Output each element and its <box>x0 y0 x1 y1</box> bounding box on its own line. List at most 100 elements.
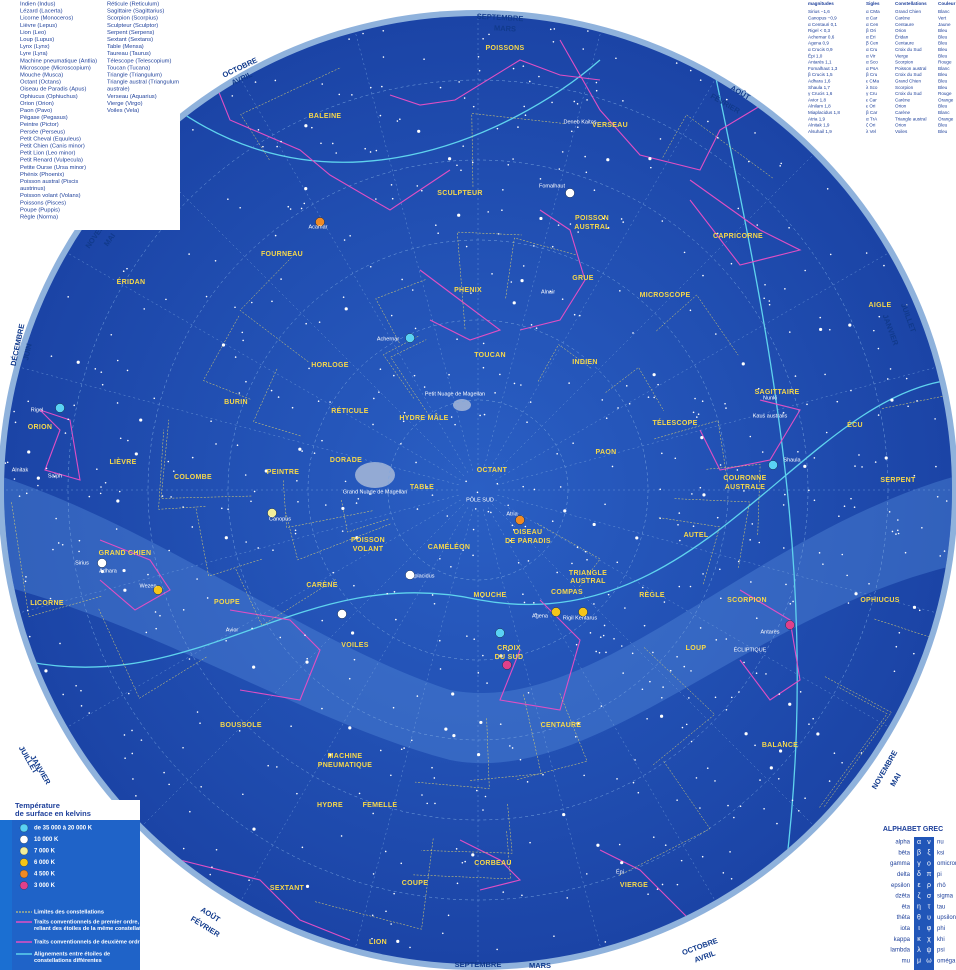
bright-star <box>551 607 561 617</box>
star <box>206 597 209 599</box>
constellation-name: BOUSSOLE <box>220 722 262 729</box>
line <box>419 269 502 341</box>
star <box>607 226 610 229</box>
greek-letter: ι <box>918 925 920 932</box>
star <box>604 503 606 506</box>
constellation-name: PHENIX <box>454 287 482 294</box>
greek-letter: κ <box>917 936 921 943</box>
star <box>415 461 417 464</box>
line <box>499 599 581 711</box>
star <box>617 407 619 409</box>
star <box>188 658 191 660</box>
table-cell: Bleu <box>938 34 948 39</box>
star <box>320 142 322 145</box>
star <box>716 136 719 139</box>
constellation-name: BURIN <box>224 399 248 406</box>
star <box>824 373 826 376</box>
table-cell: α Eri <box>866 34 876 39</box>
star <box>344 307 348 311</box>
constellation-name: COMPAS <box>551 589 583 596</box>
star <box>583 774 585 777</box>
star <box>895 645 898 648</box>
star <box>364 147 366 150</box>
star <box>26 609 29 612</box>
star <box>897 532 900 535</box>
table-cell: Atria 1,9 <box>808 116 826 121</box>
hour-line <box>14 494 459 615</box>
list-item: Lion (Leo) <box>20 30 46 36</box>
star <box>733 816 735 819</box>
star <box>225 639 227 642</box>
star <box>587 30 589 32</box>
bright-star <box>315 217 325 227</box>
star <box>53 475 56 478</box>
star <box>935 465 937 468</box>
star <box>562 812 566 817</box>
large-magellanic-cloud <box>355 462 395 488</box>
star <box>526 421 528 424</box>
constellation-boundary <box>537 344 593 382</box>
star <box>421 189 423 192</box>
star <box>279 636 282 639</box>
star <box>270 389 273 392</box>
star <box>392 706 395 709</box>
star <box>126 267 128 270</box>
greek-letter: ν <box>927 839 931 846</box>
star <box>904 551 907 554</box>
star <box>725 638 728 640</box>
list-item: Vierge (Virgo) <box>107 101 143 107</box>
star <box>472 105 475 108</box>
star <box>403 411 406 414</box>
greek-name: delta <box>897 872 911 878</box>
star <box>257 129 260 131</box>
star <box>936 495 939 498</box>
list-item: Poupe (Puppis) <box>20 207 60 213</box>
star <box>585 873 588 875</box>
star <box>539 178 542 180</box>
star <box>620 218 623 220</box>
greek-panel <box>870 820 956 970</box>
table-cell: β Car <box>866 110 878 115</box>
star <box>78 550 80 553</box>
constellation-name: TRIANGLE <box>569 570 607 577</box>
star <box>551 101 553 104</box>
list-item: Paon (Pavo) <box>20 108 52 114</box>
line <box>209 69 451 211</box>
star <box>325 504 327 506</box>
list-item: Petit Renard (Vulpecula) <box>20 158 83 164</box>
star <box>386 592 389 595</box>
star <box>556 571 558 574</box>
star <box>403 747 405 749</box>
star <box>78 539 81 542</box>
star <box>539 216 543 221</box>
star <box>691 493 693 495</box>
star <box>847 602 850 604</box>
star <box>622 672 624 674</box>
star <box>145 631 148 634</box>
star <box>854 592 858 596</box>
table-header: magnitudes <box>808 1 834 6</box>
star <box>730 696 733 699</box>
star <box>242 339 244 342</box>
table-cell: β Crucis 1,5 <box>808 72 833 77</box>
list-item: Machine pneumatique (Antlia) <box>20 58 97 64</box>
star <box>421 794 423 796</box>
star <box>533 488 536 491</box>
table-cell: Orion <box>895 104 907 109</box>
table-cell: α Crucis 0,9 <box>808 47 833 52</box>
star <box>688 697 690 699</box>
star <box>147 573 149 576</box>
star <box>806 403 808 406</box>
star <box>482 366 485 369</box>
constellation-name: AUSTRALE <box>725 484 766 491</box>
star <box>754 132 756 134</box>
legend-label: 10 000 K <box>34 837 59 843</box>
greek-letter: ψ <box>927 947 932 954</box>
star <box>945 500 948 502</box>
greek-name: mu <box>902 958 910 964</box>
star <box>253 490 256 493</box>
star <box>210 420 212 422</box>
greek-name: êta <box>902 904 911 910</box>
greek-name: psi <box>937 948 945 954</box>
star-name: Fomalhaut <box>539 183 565 189</box>
